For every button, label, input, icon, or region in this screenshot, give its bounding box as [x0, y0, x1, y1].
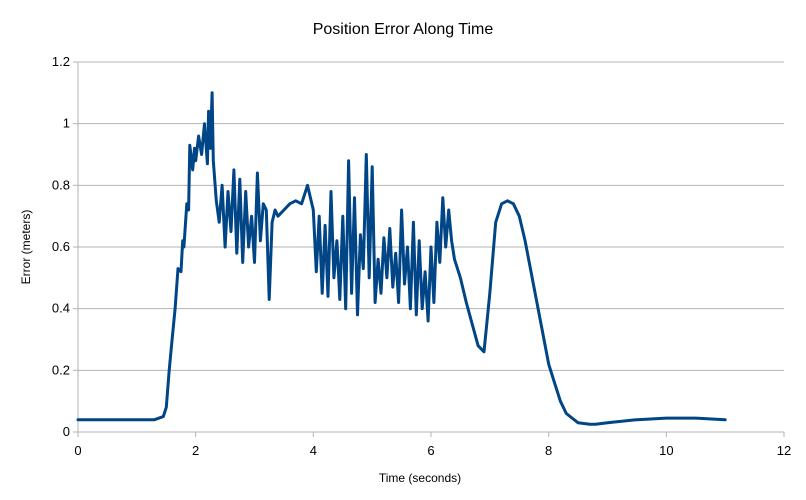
x-tick-label: 8 — [545, 443, 552, 458]
x-tick-label: 4 — [310, 443, 317, 458]
x-axis-label: Time (seconds) — [379, 471, 461, 485]
y-tick-label: 0 — [63, 424, 70, 439]
x-tick-label: 0 — [74, 443, 81, 458]
y-tick-label: 1.2 — [52, 54, 70, 69]
series-layer — [76, 91, 727, 426]
y-tick-label: 0.8 — [52, 177, 70, 192]
x-tick-label: 6 — [427, 443, 434, 458]
y-tick-label: 0.6 — [52, 239, 70, 254]
x-tick-label: 2 — [192, 443, 199, 458]
axes — [73, 61, 785, 437]
series-line — [76, 91, 727, 426]
y-tick-label: 0.2 — [52, 362, 70, 377]
y-tick-label: 0.4 — [52, 301, 70, 316]
tick-labels: 0 0.2 0.4 0.6 0.8 1 1.2 0 2 4 6 8 10 12 — [52, 54, 791, 458]
gridlines — [78, 61, 784, 433]
chart-title: Position Error Along Time — [313, 21, 494, 38]
x-tick-label: 10 — [659, 443, 673, 458]
y-tick-label: 1 — [63, 116, 70, 131]
x-tick-label: 12 — [777, 443, 791, 458]
y-axis-label: Error (meters) — [19, 210, 33, 285]
